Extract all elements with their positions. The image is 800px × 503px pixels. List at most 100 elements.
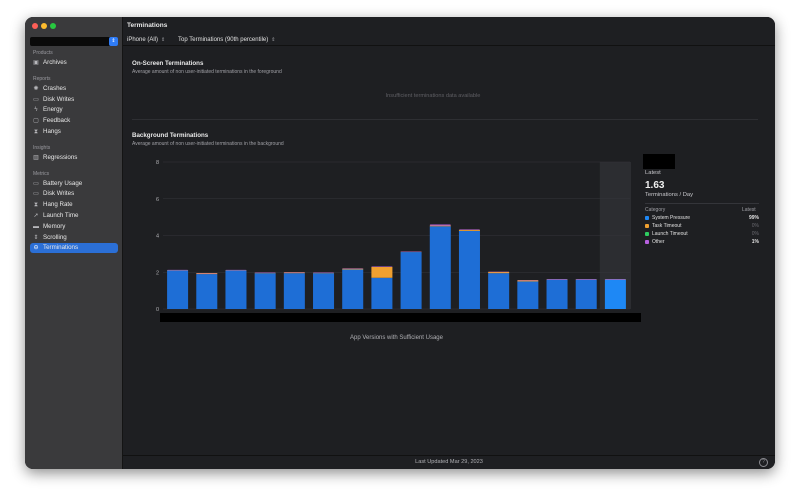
y-tick-label: 2 (156, 270, 159, 276)
bar-system-pressure (429, 226, 451, 309)
legend-row-task-timeout: Task Timeout 0% (645, 223, 759, 230)
metric-filter-label: Top Terminations (90th percentile) (178, 37, 269, 43)
footer-divider (123, 455, 775, 456)
bar-task-timeout (342, 268, 364, 270)
bar-system-pressure (400, 252, 422, 309)
y-tick-label: 8 (156, 160, 159, 166)
y-tick-label: 4 (156, 234, 159, 240)
bar-task-timeout (283, 272, 305, 274)
sidebar-item-hangs[interactable]: ⧗ Hangs (30, 127, 118, 137)
sidebar-item-energy[interactable]: ϟ Energy (30, 105, 118, 115)
zoom-window-button[interactable] (50, 23, 56, 29)
bar-task-timeout (458, 229, 480, 231)
chevron-updown-icon: ⇕ (271, 37, 276, 43)
legend-swatch (645, 224, 649, 228)
chart-icon: ▥ (33, 154, 39, 161)
legend-name: Other (652, 239, 665, 245)
bar-system-pressure (517, 281, 539, 309)
sidebar-section-title: Products (33, 50, 53, 56)
sidebar-item-terminations[interactable]: ⊖ Terminations (30, 243, 118, 254)
terminations-icon: ⊖ (33, 245, 39, 252)
hourglass-icon: ⧗ (33, 202, 39, 209)
background-terminations-chart: 0 2 4 6 8 App Versions with Sufficient Usage (156, 160, 641, 341)
bar-system-pressure (575, 279, 597, 309)
sidebar-item-label: Battery Usage (43, 179, 83, 187)
rocket-icon: ➚ (33, 213, 39, 219)
close-window-button[interactable] (32, 23, 38, 29)
chevron-updown-icon: ⇕ (109, 37, 118, 46)
y-tick-label: 6 (156, 197, 159, 203)
legend-percent: 1% (751, 239, 759, 245)
legend-percent: 0% (751, 231, 759, 237)
device-filter-dropdown[interactable]: iPhone (All) ⇕ (127, 37, 165, 43)
bar-task-timeout (488, 271, 510, 274)
battery-icon: ▭ (33, 180, 39, 187)
help-icon[interactable]: ? (759, 458, 768, 467)
onscreen-title: On-Screen Terminations (132, 60, 204, 67)
legend-row-system-pressure: System Pressure 99% (645, 215, 759, 222)
sidebar-item-disk-writes[interactable]: ▭ Disk Writes (30, 95, 118, 105)
sidebar-item-battery-usage[interactable]: ▭ Battery Usage (30, 179, 118, 189)
bar-system-pressure (167, 270, 189, 309)
bar-system-pressure (546, 279, 568, 309)
redacted-version-axis-labels (160, 313, 641, 322)
sidebar: ⇕ Products ▣ Archives Reports ✺ Crashes ▭ Disk … (25, 17, 123, 469)
sidebar-item-crashes[interactable]: ✺ Crashes (30, 84, 118, 94)
sidebar-item-memory[interactable]: ▬ Memory (30, 222, 118, 232)
bar-task-timeout (371, 266, 393, 278)
main-content: Terminations iPhone (All) ⇕ Top Terminati… (123, 17, 775, 469)
sidebar-item-label: Disk Writes (43, 190, 75, 198)
toolbar-divider (123, 45, 775, 46)
sidebar-item-scrolling[interactable]: ⇕ Scrolling (30, 233, 118, 243)
legend-divider (645, 203, 759, 204)
onscreen-subtitle: Average amount of non user-initiated ter… (132, 69, 282, 75)
bar-system-pressure (371, 277, 393, 309)
latest-label: Latest (645, 170, 661, 176)
sidebar-item-launch-time[interactable]: ➚ Launch Time (30, 211, 118, 221)
latest-value: 1.63 (645, 180, 665, 191)
app-window: ⇕ Products ▣ Archives Reports ✺ Crashes ▭ Disk … (25, 17, 775, 469)
legend-swatch (645, 232, 649, 236)
sidebar-item-disk-writes[interactable]: ▭ Disk Writes (30, 189, 118, 199)
bar-system-pressure (342, 269, 364, 309)
section-divider (132, 119, 758, 120)
legend-percent: 99% (748, 215, 759, 221)
minimize-window-button[interactable] (41, 23, 47, 29)
chevron-updown-icon: ⇕ (161, 37, 166, 43)
sidebar-item-archives[interactable]: ▣ Archives (30, 58, 118, 68)
sidebar-item-hang-rate[interactable]: ⧗ Hang Rate (30, 200, 118, 210)
bar-system-pressure (313, 273, 335, 309)
bar-task-timeout (196, 273, 218, 275)
metric-filter-dropdown[interactable]: Top Terminations (90th percentile) ⇕ (178, 37, 275, 43)
bar-system-pressure (225, 270, 247, 309)
latest-unit: Terminations / Day (645, 192, 694, 198)
disk-icon: ▭ (33, 96, 39, 103)
legend-percent: 0% (751, 223, 759, 229)
bar-system-pressure (604, 279, 626, 309)
disk-icon: ▭ (33, 191, 39, 198)
redacted-version-label (643, 154, 675, 169)
bar-task-timeout (429, 225, 451, 227)
bar-system-pressure (283, 273, 305, 309)
sidebar-item-label: Disk Writes (43, 95, 75, 103)
hourglass-icon: ⧗ (33, 129, 39, 135)
sidebar-item-label: Terminations (43, 244, 79, 252)
team-selector[interactable]: ⇕ (30, 37, 118, 46)
sidebar-item-label: Regressions (43, 153, 78, 161)
empty-state-message: Insufficient terminations data available (385, 93, 481, 99)
sidebar-item-regressions[interactable]: ▥ Regressions (30, 153, 118, 163)
sidebar-section-title: Metrics (33, 170, 50, 177)
sidebar-item-label: Memory (43, 222, 66, 230)
sidebar-item-label: Feedback (43, 117, 71, 125)
sidebar-section-title: Insights (33, 144, 51, 151)
feedback-icon: ▢ (33, 118, 39, 125)
legend-name: System Pressure (652, 215, 691, 221)
legend-name: Task Timeout (652, 223, 682, 229)
last-updated-text: Last Updated Mar 29, 2023 (415, 459, 483, 465)
archive-icon: ▣ (33, 60, 39, 66)
sidebar-item-label: Archives (43, 59, 67, 66)
bar-system-pressure (196, 274, 218, 309)
legend-swatch (645, 240, 649, 244)
sidebar-item-feedback[interactable]: ▢ Feedback (30, 116, 118, 126)
legend-row-other: Other 1% (645, 239, 759, 246)
